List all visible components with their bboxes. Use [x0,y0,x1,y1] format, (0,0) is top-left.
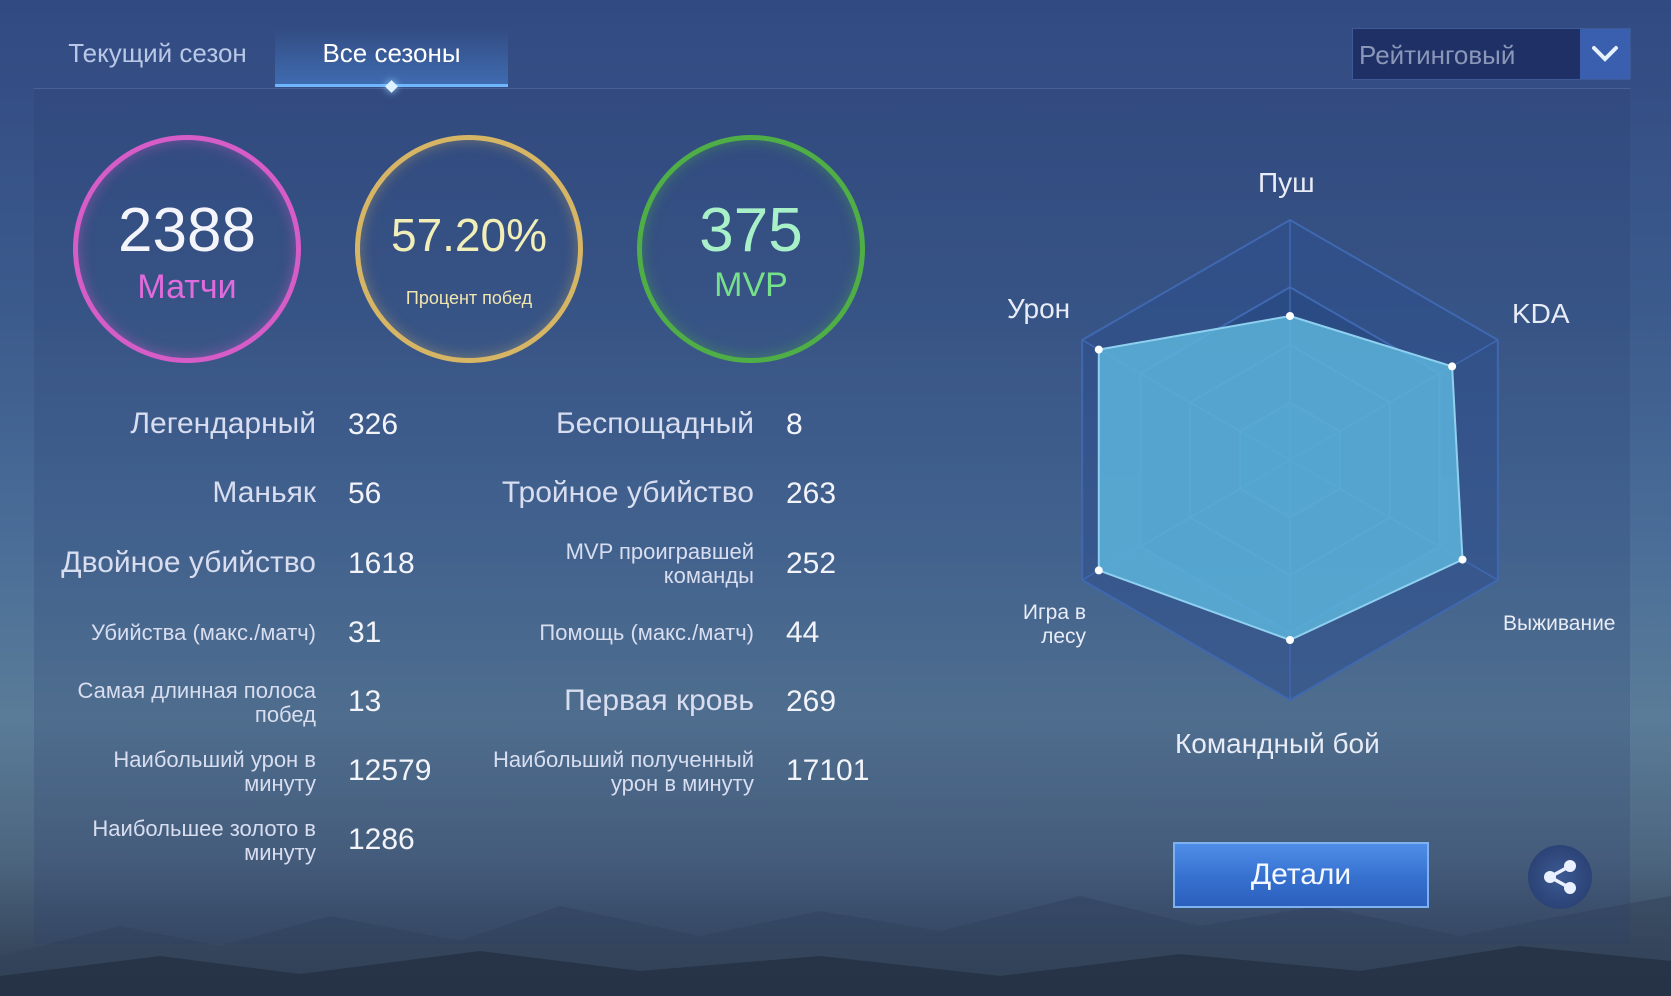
mvp-label: MVP [714,266,788,304]
stat-value-mvp-losing-team: 252 [786,547,837,580]
stat-value-max-kills: 31 [348,616,382,649]
stat-label-maniac: Маньяк [212,476,316,509]
stat-label-first-blood: Первая кровь [564,684,754,717]
chevron-down-icon[interactable] [1580,29,1630,79]
stat-label-triple-kill: Тройное убийство [501,476,754,509]
tab-current-season[interactable]: Текущий сезон [68,38,247,68]
stat-label-max-assists: Помощь (макс./матч) [539,620,754,645]
stat-label-merciless: Беспощадный [555,407,754,440]
stat-label-max-kills: Убийства (макс./матч) [90,620,316,645]
radar-point [1094,566,1103,575]
tab-all-seasons[interactable]: Все сезоны [275,28,508,93]
details-button[interactable]: Детали [1173,842,1429,908]
stat-label-double-kill: Двойное убийство [61,546,316,579]
radar-label-push: Пуш [1258,167,1315,198]
radar-label-damage: Урон [1007,293,1071,324]
stat-label-legendary: Легендарный [130,407,316,440]
radar-point [1094,345,1103,354]
stat-value-max-gold-per-min: 1286 [348,823,415,856]
win-rate-value: 57.20% [390,209,547,261]
radar-label-jungle: Игра в лесу [1022,601,1086,648]
stat-value-win-streak: 13 [348,685,382,718]
radar-point [1458,555,1467,564]
stat-value-merciless: 8 [786,408,803,441]
mode-dropdown[interactable]: Рейтинговый [1352,28,1631,80]
radar-point [1448,362,1457,371]
stat-label-win-streak: Самая длинная полоса побед [77,678,317,727]
stat-label-max-gold-per-min: Наибольшее золото в минуту [92,816,316,865]
stat-value-max-damage-taken: 17101 [786,754,870,787]
stat-value-first-blood: 269 [786,685,837,718]
radar-point [1286,312,1294,320]
stat-label-mvp-losing-team: MVP проигравшей команды [565,539,754,588]
stat-value-triple-kill: 263 [786,477,837,510]
radar-label-kda: KDA [1512,298,1570,329]
tab-all-seasons-label: Все сезоны [322,38,461,68]
stat-value-double-kill: 1618 [348,547,415,580]
share-button[interactable] [1528,845,1592,909]
mvp-count: 375 [699,196,803,265]
stat-label-max-damage-per-min: Наибольший урон в минуту [113,747,316,796]
win-rate-label: Процент побед [405,288,533,308]
radar-chart [1081,218,1499,702]
stat-value-max-assists: 44 [786,616,820,649]
matches-circle: 2388 Матчи [73,135,301,363]
matches-count: 2388 [118,196,256,265]
win-rate-circle: 57.20% Процент побед [355,135,583,363]
stat-value-maniac: 56 [348,477,382,510]
radar-label-teamfight: Командный бой [1175,728,1380,759]
matches-label: Матчи [137,268,237,306]
stat-value-max-damage-per-min: 12579 [348,754,432,787]
stat-value-legendary: 326 [348,408,399,441]
mountain-background [0,896,1671,996]
share-icon [1544,860,1576,894]
stat-label-max-damage-taken: Наибольший полученный урон в минуту [492,747,754,796]
radar-label-survival: Выживание [1503,612,1616,635]
radar-points [1094,312,1467,644]
mode-dropdown-value: Рейтинговый [1359,40,1516,70]
radar-point [1286,636,1294,644]
mvp-circle: 375 MVP [637,135,865,363]
